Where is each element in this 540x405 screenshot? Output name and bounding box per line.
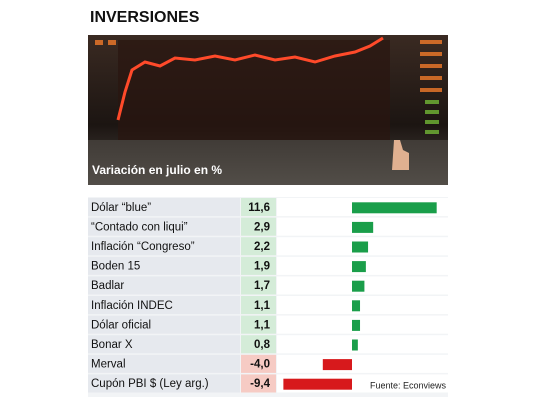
category-label: Bonar X [91, 339, 133, 351]
value-cell [241, 217, 276, 236]
chart-subtitle: Variación en julio en % [92, 163, 222, 177]
value-label: 1,1 [254, 300, 271, 312]
value-cell [241, 237, 276, 256]
label-cell [88, 198, 240, 217]
bar [352, 280, 365, 292]
label-cell [88, 296, 240, 315]
category-label: Merval [91, 359, 126, 371]
category-label: Boden 15 [91, 261, 140, 273]
value-label: 11,6 [248, 202, 270, 214]
label-cell [88, 335, 240, 354]
bar [352, 261, 366, 273]
category-label: Dólar oficial [91, 319, 151, 331]
label-cell [88, 217, 240, 236]
value-cell [241, 374, 276, 393]
category-label: Inflación INDEC [91, 300, 173, 312]
bar-cell [277, 335, 448, 354]
value-cell [241, 315, 276, 334]
value-cell [241, 335, 276, 354]
value-cell [241, 198, 276, 217]
value-cell [241, 256, 276, 275]
bar-cell [277, 315, 448, 334]
label-cell [88, 237, 240, 256]
bar-cell [277, 296, 448, 315]
bar [283, 378, 352, 390]
value-label: -9,4 [250, 378, 270, 390]
value-cell [241, 354, 276, 373]
label-cell [88, 256, 240, 275]
label-cell [88, 354, 240, 373]
value-cell [241, 296, 276, 315]
label-cell [88, 315, 240, 334]
category-label: Inflación “Congreso” [91, 241, 195, 253]
value-label: 1,1 [254, 319, 271, 331]
bar [352, 241, 369, 253]
bar [352, 339, 358, 351]
category-label: “Contado con liqui” [91, 221, 188, 233]
value-label: 2,9 [254, 221, 270, 233]
label-cell [88, 276, 240, 295]
value-label: 0,8 [254, 339, 271, 351]
bar [352, 300, 361, 312]
value-label: 1,9 [254, 261, 270, 273]
value-label: -4,0 [250, 359, 270, 371]
bar [352, 221, 374, 233]
category-label: Cupón PBI $ (Ley arg.) [91, 378, 209, 390]
value-cell [241, 276, 276, 295]
category-label: Dólar “blue” [91, 202, 151, 214]
value-label: 2,2 [254, 241, 270, 253]
bar-cell [277, 354, 448, 373]
label-cell [88, 374, 240, 393]
bar [322, 359, 352, 371]
category-label: Badlar [91, 280, 124, 292]
source: Fuente: Econviews [370, 380, 447, 390]
bar [352, 319, 361, 331]
photo [88, 35, 448, 185]
chart-title: INVERSIONES [90, 9, 200, 26]
bar [352, 202, 437, 214]
value-label: 1,7 [254, 280, 270, 292]
